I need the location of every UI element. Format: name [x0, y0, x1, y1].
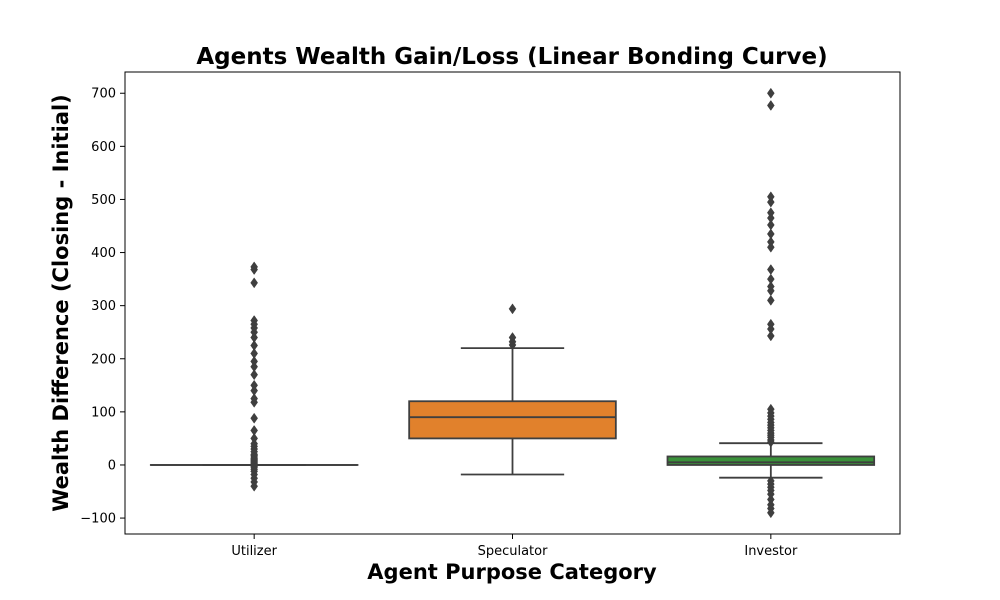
- outlier-investor: [767, 273, 775, 285]
- plot-area: −100 0 100 200 300 400 500 600 700 Utilizer Specul…: [80, 87, 876, 559]
- y-tick-label: 300: [91, 299, 116, 314]
- box-investor: [666, 455, 876, 466]
- outlier-investor: [767, 87, 775, 99]
- outlier-utilizer: [250, 277, 258, 289]
- y-tick-label: 200: [91, 352, 116, 367]
- outlier-investor: [767, 403, 775, 415]
- outlier-investor: [767, 236, 775, 248]
- outlier-utilizer: [250, 369, 258, 381]
- outlier-utilizer: [250, 261, 258, 273]
- y-tick-label: 600: [91, 140, 116, 155]
- outlier-investor: [767, 228, 775, 240]
- y-axis-label: Wealth Difference (Closing - Initial): [49, 94, 73, 512]
- x-tick-label: Investor: [744, 544, 798, 559]
- outlier-utilizer: [250, 432, 258, 444]
- outlier-utilizer: [250, 315, 258, 326]
- outlier-speculator: [508, 303, 517, 315]
- y-tick-label: 100: [91, 405, 116, 420]
- outlier-speculator: [508, 332, 517, 343]
- outlier-utilizer: [250, 425, 258, 436]
- outlier-utilizer: [250, 348, 258, 359]
- y-tick-label: −100: [80, 512, 116, 527]
- x-tick-label: Speculator: [478, 544, 549, 559]
- outlier-investor: [767, 100, 775, 111]
- outlier-investor: [767, 219, 775, 231]
- outlier-utilizer: [250, 393, 258, 405]
- outlier-utilizer: [250, 379, 258, 391]
- y-tick-label: 0: [108, 458, 116, 473]
- outlier-utilizer: [250, 340, 258, 351]
- outlier-investor: [767, 330, 775, 342]
- outlier-utilizer: [250, 355, 258, 367]
- chart-title: Agents Wealth Gain/Loss (Linear Bonding …: [196, 44, 827, 70]
- box-speculator: [408, 400, 617, 440]
- outlier-investor: [767, 294, 775, 306]
- outlier-investor: [767, 475, 775, 487]
- y-tick-label: 500: [91, 193, 116, 208]
- plot-frame: [124, 71, 901, 535]
- y-tick-label: 400: [91, 246, 116, 261]
- outlier-investor: [767, 207, 775, 219]
- outlier-investor: [767, 264, 775, 275]
- y-tick-label: 700: [91, 87, 116, 102]
- outlier-investor: [767, 191, 775, 203]
- x-tick-label: Utilizer: [231, 544, 277, 559]
- outlier-investor: [767, 281, 775, 292]
- outlier-utilizer: [250, 412, 258, 424]
- outlier-investor: [767, 318, 775, 330]
- x-axis-label: Agent Purpose Category: [367, 560, 657, 584]
